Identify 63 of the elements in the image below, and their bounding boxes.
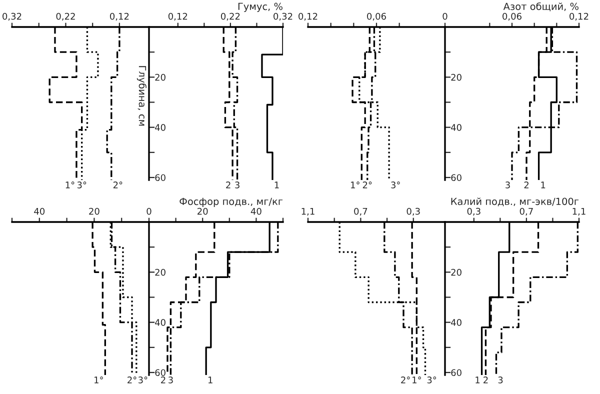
x-tick-label: 0 xyxy=(442,12,448,20)
x-tick-label: 0,22 xyxy=(56,12,75,21)
series-label: 1° xyxy=(94,376,103,384)
series-label: 2° xyxy=(362,182,372,188)
series-label: 3° xyxy=(391,182,400,188)
series-label: 3° xyxy=(77,182,86,188)
series-label: 2° xyxy=(401,376,410,384)
series-label: 2 xyxy=(524,182,528,188)
x-tick-label: 0,12 xyxy=(168,12,188,21)
x-tick-label: 40 xyxy=(250,208,262,215)
series-label: 1° xyxy=(66,182,74,188)
series-label: 2 xyxy=(161,376,166,384)
y-tick-label: 40 xyxy=(450,319,462,326)
series-label: 1° xyxy=(351,182,360,188)
x-tick-label: 0,3 xyxy=(406,208,420,216)
y-tick-label: 40 xyxy=(450,124,462,131)
series-label: 1 xyxy=(208,376,212,384)
series-label: 3° xyxy=(138,376,148,384)
y-tick-label: 60 xyxy=(451,174,462,182)
series-label: 3 xyxy=(168,376,173,384)
chart-title: Фосфор подв., мг/кг xyxy=(180,198,283,207)
y-tick-label: 60 xyxy=(155,174,166,182)
series-label: 3 xyxy=(506,182,510,188)
y-tick-label: 20 xyxy=(155,268,166,276)
x-tick-label: 0,3 xyxy=(467,208,480,216)
series-label: 1 xyxy=(541,182,546,188)
series-label: 3 xyxy=(235,182,240,188)
x-tick-label: 20 xyxy=(198,208,208,215)
x-tick-label: 0,12 xyxy=(570,12,588,21)
series-label: 1 xyxy=(476,376,480,384)
chart-title: Калий подв., мг-экв/100г xyxy=(451,198,579,206)
series-label: 3° xyxy=(427,376,436,384)
series-label: 2° xyxy=(113,182,122,188)
y-tick-label: 60 xyxy=(155,369,166,376)
y-axis-title: Глубина, см xyxy=(136,66,147,126)
x-tick-label: 0,06 xyxy=(367,12,386,21)
series-label: 2 xyxy=(484,376,488,384)
series-label: 1 xyxy=(274,182,279,188)
x-tick-label: 0,06 xyxy=(502,12,522,21)
x-tick-label: 1,1 xyxy=(302,208,314,216)
y-tick-label: 60 xyxy=(451,369,462,376)
series-label: 2° xyxy=(128,376,136,384)
y-tick-label: 20 xyxy=(451,74,462,81)
chart-title: Азот общий, % xyxy=(503,2,578,12)
x-tick-label: 0 xyxy=(146,208,152,215)
chart-title: Гумус, % xyxy=(238,2,282,12)
y-tick-label: 40 xyxy=(154,124,166,131)
x-tick-label: 0,32 xyxy=(2,12,22,21)
series-label: 3 xyxy=(498,376,503,384)
x-tick-label: 0,32 xyxy=(274,12,292,21)
x-tick-label: 1,1 xyxy=(572,208,586,216)
x-tick-label: 40 xyxy=(34,208,45,215)
y-tick-label: 20 xyxy=(451,268,462,276)
y-tick-label: 40 xyxy=(154,319,166,326)
x-tick-label: 20 xyxy=(89,208,100,215)
x-tick-label: 0,12 xyxy=(298,12,318,21)
series-label: 2 xyxy=(226,182,230,188)
x-tick-label: 0,7 xyxy=(520,208,533,216)
series-label: 1° xyxy=(412,376,421,384)
x-tick-label: 0,7 xyxy=(354,208,368,216)
y-tick-label: 20 xyxy=(155,74,166,81)
x-tick-label: 0,12 xyxy=(110,12,129,21)
x-tick-label: 0,22 xyxy=(220,12,240,21)
